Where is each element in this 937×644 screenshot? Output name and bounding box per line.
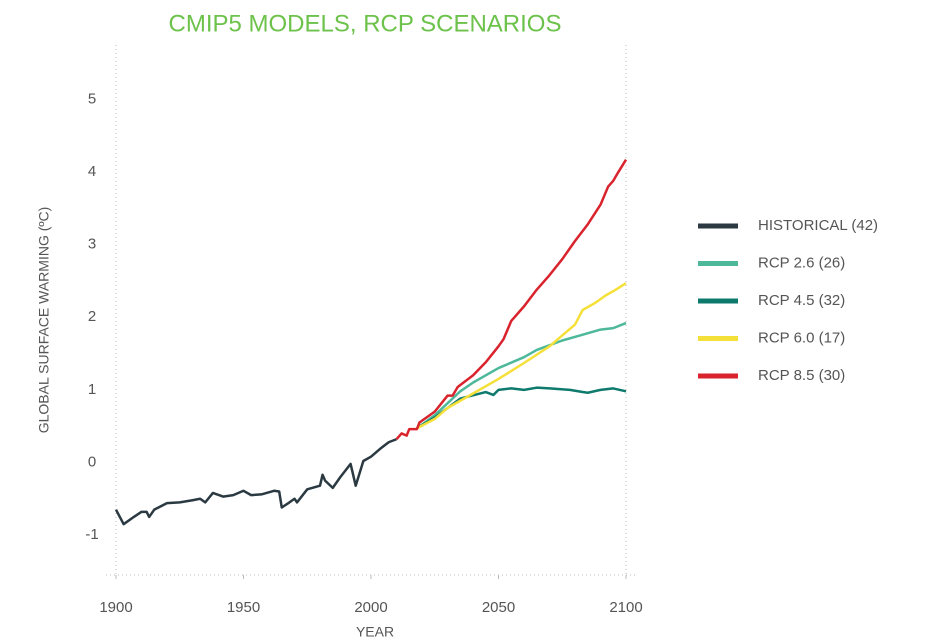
- y-tick-label: 2: [88, 308, 96, 325]
- series-line: [114, 438, 397, 526]
- legend-label: RCP 2.6 (26): [758, 254, 845, 271]
- legend-label: RCP 6.0 (17): [758, 329, 845, 346]
- y-tick-label: 5: [88, 90, 96, 107]
- series-line: [416, 386, 627, 430]
- x-tick-label: 2100: [609, 599, 642, 616]
- series-line: [416, 282, 627, 430]
- series-line: [416, 321, 627, 430]
- y-tick-label: -1: [85, 526, 98, 543]
- legend-label: HISTORICAL (42): [758, 217, 878, 234]
- y-axis-label: GLOBAL SURFACE WARMING (ºC): [36, 207, 52, 434]
- x-tick-label: 1950: [227, 599, 260, 616]
- legend-label: RCP 4.5 (32): [758, 292, 845, 309]
- y-tick-label: 4: [88, 163, 96, 180]
- y-tick-label: 3: [88, 236, 96, 253]
- series-line: [395, 159, 628, 441]
- chart-title: CMIP5 MODELS, RCP SCENARIOS: [169, 10, 562, 37]
- x-tick-label: 2050: [482, 599, 515, 616]
- x-tick-label: 2000: [354, 599, 387, 616]
- x-axis-label: YEAR: [356, 624, 394, 640]
- y-tick-label: 0: [88, 453, 96, 470]
- y-tick-label: 1: [88, 381, 96, 398]
- x-tick-label: 1900: [99, 599, 132, 616]
- legend-label: RCP 8.5 (30): [758, 367, 845, 384]
